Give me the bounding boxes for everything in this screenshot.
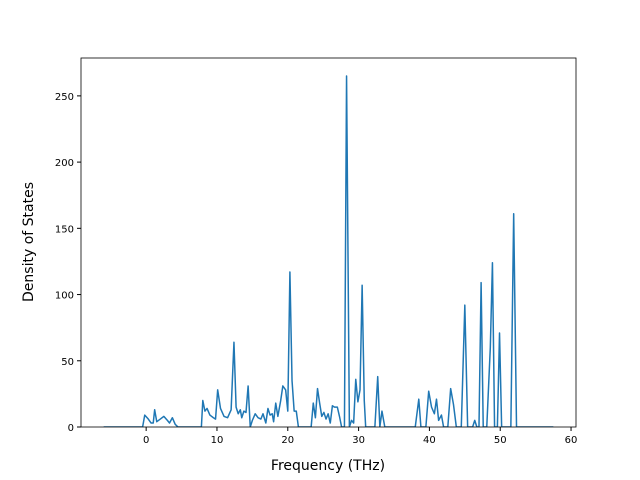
x-tick-label: 20 <box>281 435 294 446</box>
x-tick-label: 30 <box>352 435 365 446</box>
y-tick-label: 150 <box>55 224 74 235</box>
plot-frame <box>80 57 577 428</box>
data-line <box>103 75 554 427</box>
x-tick-label: 60 <box>565 435 578 446</box>
x-tick-label: 40 <box>423 435 436 446</box>
y-tick-label: 100 <box>55 291 74 302</box>
y-tick-label: 250 <box>55 92 74 103</box>
x-tick-label: 10 <box>211 435 224 446</box>
y-tick-label: 50 <box>61 357 74 368</box>
x-tick-label: 0 <box>143 435 149 446</box>
y-tick-label: 0 <box>68 423 74 434</box>
x-axis-label: Frequency (THz) <box>271 458 385 474</box>
x-tick-label: 50 <box>494 435 507 446</box>
y-tick-label: 200 <box>55 158 74 169</box>
y-axis-label: Density of States <box>21 182 37 302</box>
